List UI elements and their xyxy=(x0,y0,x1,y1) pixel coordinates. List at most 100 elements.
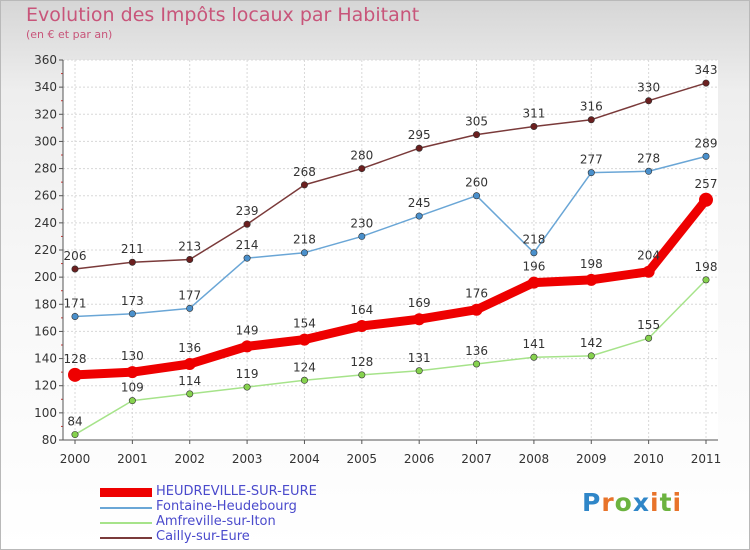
logo-letter: r xyxy=(601,488,615,517)
data-label: 305 xyxy=(465,115,488,129)
data-point xyxy=(415,212,423,220)
y-tick-label: 200 xyxy=(34,270,57,284)
x-tick-label: 2010 xyxy=(633,452,664,466)
legend-swatch xyxy=(100,507,152,509)
data-label: 198 xyxy=(695,260,718,274)
data-point xyxy=(645,167,653,175)
data-point xyxy=(702,152,710,160)
y-tick-label: 180 xyxy=(34,297,57,311)
data-label: 211 xyxy=(121,242,144,256)
legend-item: Amfreville-sur-Iton xyxy=(100,514,400,530)
data-point xyxy=(128,310,136,318)
series-line-fontaine-heudebourg xyxy=(74,155,707,318)
data-label: 130 xyxy=(121,349,144,363)
legend-label: HEUDREVILLE-SUR-EURE xyxy=(156,484,317,499)
y-tick-label: 320 xyxy=(34,107,57,121)
data-point xyxy=(126,366,139,379)
data-point xyxy=(186,255,194,263)
chart-subtitle: (en € et par an) xyxy=(26,28,113,41)
legend-label: Amfreville-sur-Iton xyxy=(156,514,276,529)
data-point xyxy=(241,340,254,353)
data-label: 316 xyxy=(580,100,603,114)
series-line-amfreville-sur-iton xyxy=(74,279,707,436)
data-point xyxy=(415,367,423,375)
data-point xyxy=(68,367,82,382)
y-tick-label: 300 xyxy=(34,134,57,148)
data-point xyxy=(702,79,710,87)
logo-letter: i xyxy=(672,488,683,517)
data-label: 119 xyxy=(236,367,259,381)
data-label: 218 xyxy=(522,233,545,247)
logo-letter: x xyxy=(632,488,650,517)
data-point xyxy=(358,232,366,240)
data-point xyxy=(71,431,79,439)
data-label: 155 xyxy=(637,318,660,332)
series-line-cailly-sur-eure xyxy=(74,82,707,270)
data-point xyxy=(415,144,423,152)
data-point xyxy=(243,254,251,262)
x-tick-label: 2000 xyxy=(60,452,91,466)
y-tick-label: 140 xyxy=(34,352,57,366)
y-tick-label: 280 xyxy=(34,162,57,176)
data-label: 343 xyxy=(695,63,718,77)
data-label: 131 xyxy=(408,351,431,365)
legend-label: Fontaine-Heudebourg xyxy=(156,499,297,514)
data-point xyxy=(128,397,136,405)
y-tick-label: 360 xyxy=(34,53,57,67)
logo-letter: o xyxy=(614,488,633,517)
data-point xyxy=(587,169,595,177)
x-tick-label: 2004 xyxy=(289,452,320,466)
y-tick-label: 100 xyxy=(34,406,57,420)
data-label: 154 xyxy=(293,317,316,331)
y-tick-label: 120 xyxy=(34,379,57,393)
data-label: 278 xyxy=(637,151,660,165)
data-point xyxy=(527,276,540,289)
data-point xyxy=(358,371,366,379)
data-label: 260 xyxy=(465,176,488,190)
x-tick-label: 2003 xyxy=(232,452,263,466)
data-label: 173 xyxy=(121,294,144,308)
data-label: 124 xyxy=(293,360,316,374)
data-point xyxy=(699,192,713,207)
data-label: 218 xyxy=(293,233,316,247)
data-point xyxy=(71,312,79,320)
data-point xyxy=(71,265,79,273)
data-label: 230 xyxy=(350,216,373,230)
legend-item: Fontaine-Heudebourg xyxy=(100,499,400,515)
x-tick-label: 2006 xyxy=(404,452,435,466)
data-point xyxy=(645,97,653,105)
data-label: 245 xyxy=(408,196,431,210)
data-point xyxy=(473,360,481,368)
data-label: 198 xyxy=(580,257,603,271)
data-point xyxy=(473,192,481,200)
data-point xyxy=(645,334,653,342)
x-tick-label: 2008 xyxy=(519,452,550,466)
data-label: 177 xyxy=(178,288,201,302)
data-label: 136 xyxy=(465,344,488,358)
legend-item: Cailly-sur-Eure xyxy=(100,529,400,545)
x-tick-label: 2009 xyxy=(576,452,607,466)
data-label: 311 xyxy=(522,107,545,121)
legend: HEUDREVILLE-SUR-EURE Fontaine-Heudebourg A… xyxy=(100,484,400,545)
data-label: 164 xyxy=(350,303,373,317)
legend-label: Cailly-sur-Eure xyxy=(156,529,250,544)
data-point xyxy=(413,313,426,326)
data-label: 176 xyxy=(465,287,488,301)
data-point xyxy=(530,249,538,257)
data-label: 196 xyxy=(522,260,545,274)
data-point xyxy=(183,358,196,370)
data-point xyxy=(530,353,538,361)
x-tick-label: 2007 xyxy=(461,452,492,466)
data-point xyxy=(300,249,308,257)
data-point xyxy=(298,333,311,346)
x-tick-label: 2005 xyxy=(347,452,378,466)
data-label: 171 xyxy=(64,297,87,311)
legend-swatch xyxy=(100,488,152,497)
data-point xyxy=(358,165,366,173)
data-point xyxy=(300,376,308,384)
y-tick-label: 160 xyxy=(34,324,57,338)
data-point xyxy=(473,131,481,139)
data-label: 169 xyxy=(408,296,431,310)
data-point xyxy=(530,123,538,131)
logo-letter: P xyxy=(582,488,602,517)
